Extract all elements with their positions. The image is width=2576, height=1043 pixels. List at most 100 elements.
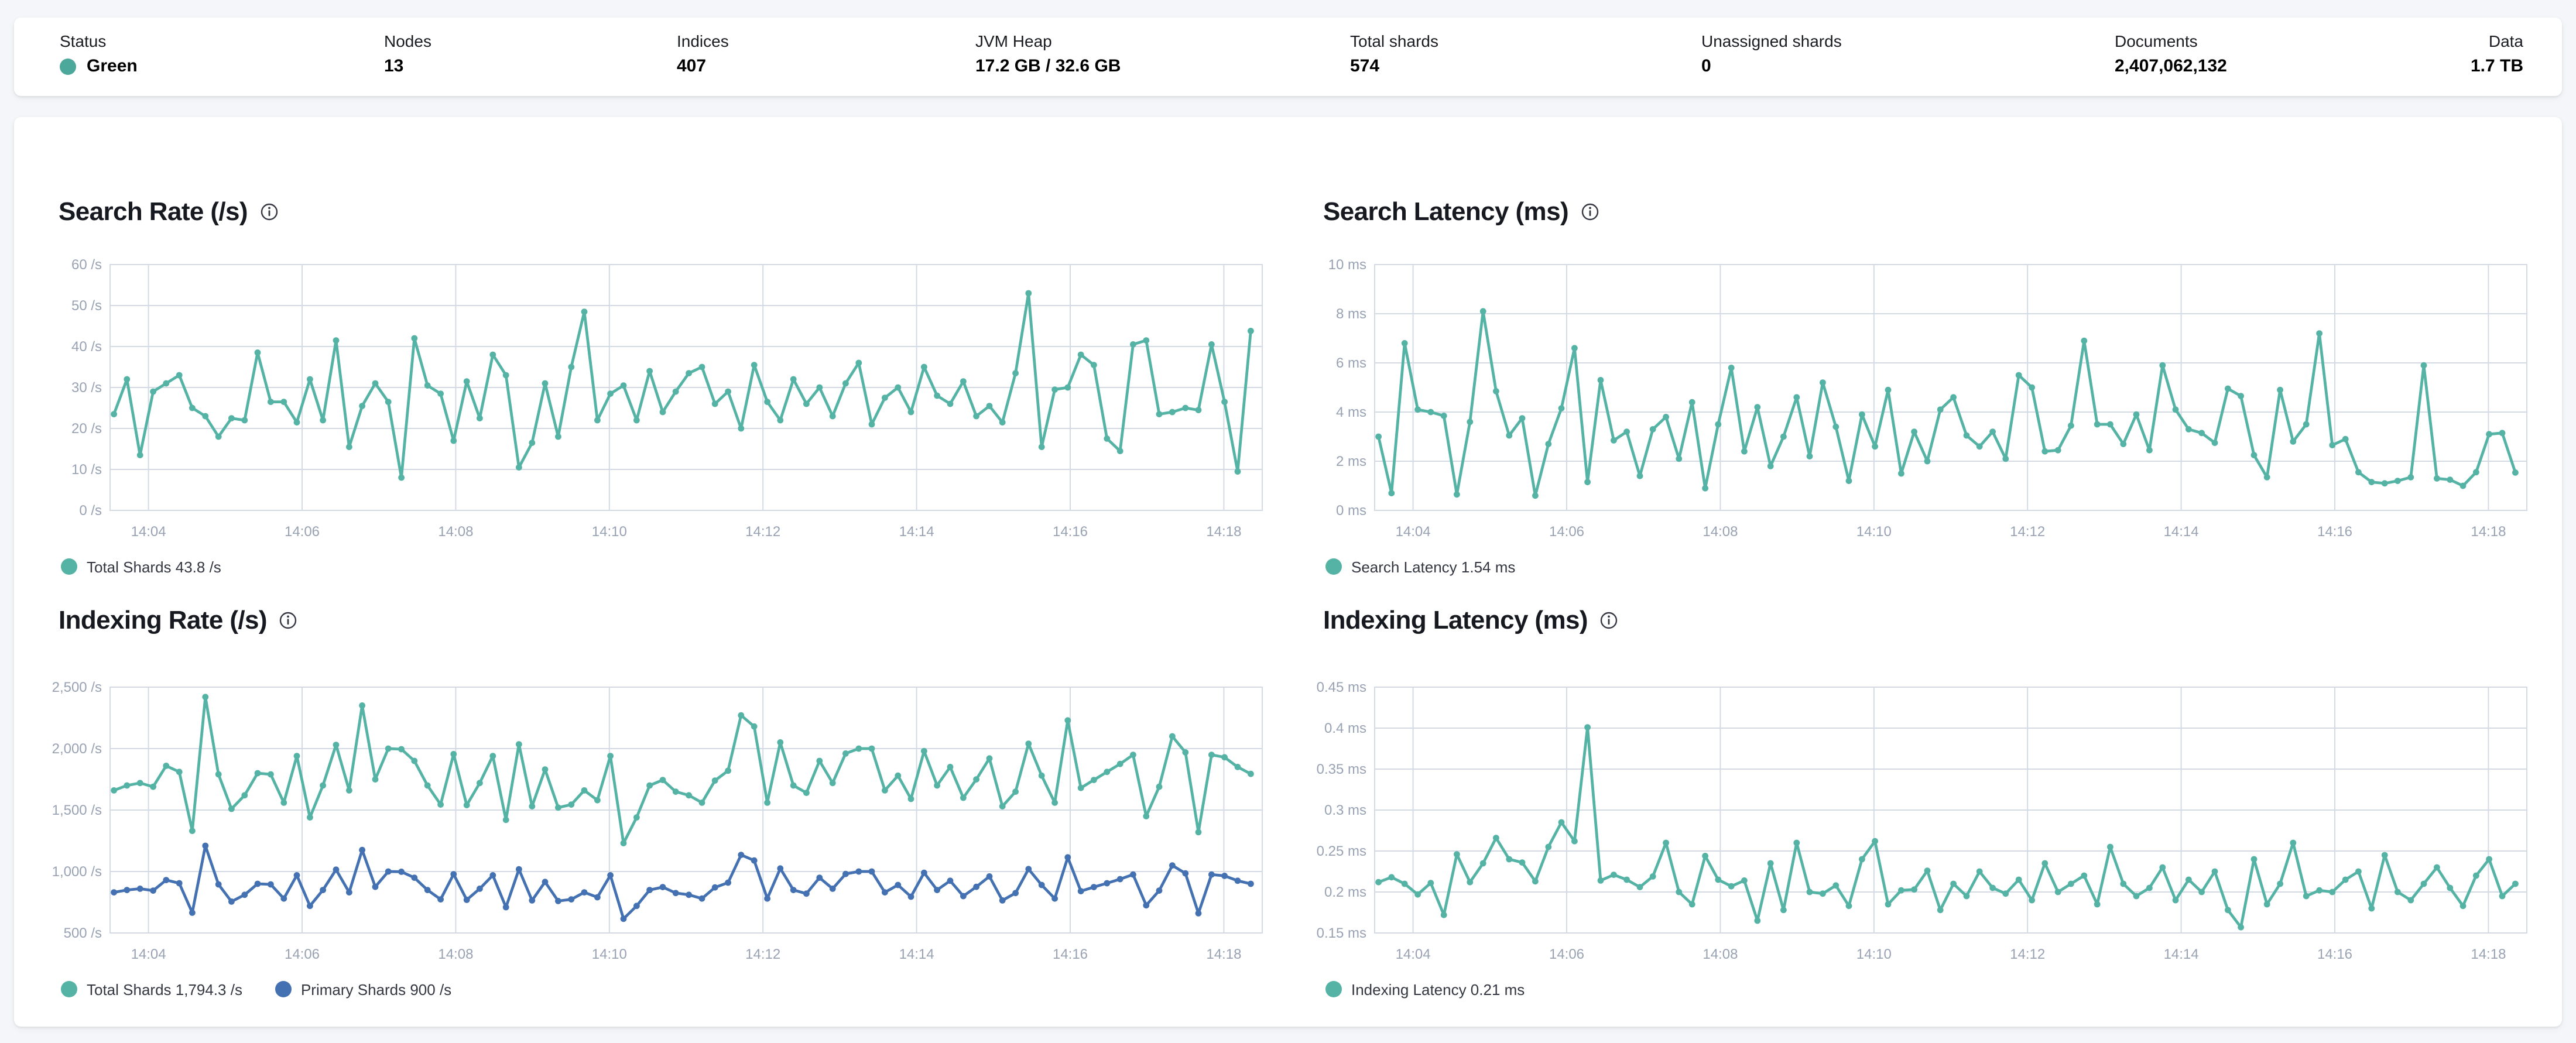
legend-series-dot [1325,558,1342,575]
svg-text:0 ms: 0 ms [1336,503,1366,519]
legend-label: Search Latency 1.54 ms [1351,558,1516,575]
health-status-dot [60,59,76,75]
stat-value: 2,407,062,132 [2115,56,2227,76]
svg-text:1,000 /s: 1,000 /s [52,864,102,880]
stat-value: 17.2 GB / 32.6 GB [975,56,1121,76]
chart-legend: Indexing Latency 0.21 ms [1307,975,2529,1003]
legend-item[interactable]: Total Shards 43.8 /s [61,558,221,575]
legend-series-dot [275,981,292,997]
search-latency-chart: Search Latency (ms) 0 ms 2 ms 4 ms 6 ms 8 ms… [1307,194,2529,581]
svg-text:0.45 ms: 0.45 ms [1317,680,1366,695]
legend-item[interactable]: Total Shards 1,794.3 /s [61,980,242,998]
svg-text:14:04: 14:04 [1396,524,1431,540]
svg-text:14:08: 14:08 [1703,524,1738,540]
stat-label: Documents [2115,32,2198,50]
info-icon[interactable] [279,611,297,630]
svg-text:2,500 /s: 2,500 /s [52,680,102,695]
legend-series-dot [1325,981,1342,997]
stat-label: Indices [677,32,729,50]
svg-text:8 ms: 8 ms [1336,306,1366,322]
svg-text:0.3 ms: 0.3 ms [1324,802,1366,818]
svg-text:14:10: 14:10 [1856,524,1892,540]
svg-text:14:18: 14:18 [1206,524,1241,540]
stat-value: 574 [1350,56,1380,76]
svg-text:0 /s: 0 /s [79,503,102,519]
svg-text:14:08: 14:08 [438,524,473,540]
svg-text:6 ms: 6 ms [1336,355,1366,371]
svg-text:14:18: 14:18 [1206,946,1241,962]
svg-text:14:04: 14:04 [131,946,166,962]
indexing-latency-plot[interactable]: 0.15 ms 0.2 ms 0.25 ms 0.3 ms 0.35 ms 0.4 ms 0… [1307,678,2529,968]
indexing-latency-chart: Indexing Latency (ms) 0.15 ms 0.2 ms 0.25 … [1307,603,2529,1003]
indexing-rate-chart: Indexing Rate (/s) 500 /s 1,000 /s 1,500 /… [42,603,1265,1003]
svg-text:0.25 ms: 0.25 ms [1317,843,1366,859]
legend-item[interactable]: Indexing Latency 0.21 ms [1325,980,1525,998]
svg-text:14:06: 14:06 [1549,524,1584,540]
svg-text:14:16: 14:16 [1053,524,1088,540]
legend-series-dot [61,981,77,997]
svg-text:14:14: 14:14 [2164,524,2199,540]
svg-text:14:18: 14:18 [2471,524,2506,540]
info-icon[interactable] [259,203,278,221]
svg-text:30 /s: 30 /s [71,380,102,396]
svg-text:60 /s: 60 /s [71,257,102,273]
stat-nodes: Nodes 13 [384,32,431,77]
svg-text:14:16: 14:16 [2317,524,2352,540]
chart-title: Indexing Rate (/s) [59,605,268,634]
cluster-status-bar: Status Green Nodes 13 Indices 407 JVM He… [14,18,2562,96]
svg-text:14:12: 14:12 [2010,524,2045,540]
stat-label: Total shards [1350,32,1438,50]
svg-text:20 /s: 20 /s [71,421,102,437]
legend-item[interactable]: Search Latency 1.54 ms [1325,558,1515,575]
svg-text:14:14: 14:14 [899,946,934,962]
stat-label: JVM Heap [975,32,1052,50]
chart-title: Search Rate (/s) [59,197,248,226]
svg-text:500 /s: 500 /s [64,925,102,941]
svg-text:14:06: 14:06 [285,946,320,962]
chart-title: Indexing Latency (ms) [1323,605,1588,634]
metrics-panel: Search Rate (/s) 0 /s 10 /s 20 /s 30 /s 40 /… [14,117,2562,1027]
svg-text:10 ms: 10 ms [1328,257,1366,273]
stat-value: 1.7 TB [2470,56,2523,76]
stat-documents: Documents 2,407,062,132 [2115,32,2227,77]
stat-label: Unassigned shards [1701,32,1842,50]
search-latency-plot[interactable]: 0 ms 2 ms 4 ms 6 ms 8 ms 10 ms 14:04 14:06 14:08… [1307,255,2529,545]
svg-text:2 ms: 2 ms [1336,454,1366,469]
svg-text:0.35 ms: 0.35 ms [1317,761,1366,777]
stat-value: Green [87,56,138,76]
info-icon[interactable] [1580,203,1599,221]
svg-text:14:18: 14:18 [2471,946,2506,962]
svg-text:14:14: 14:14 [2164,946,2199,962]
stat-status: Status Green [60,32,138,77]
chart-title: Search Latency (ms) [1323,197,1569,226]
svg-text:14:04: 14:04 [131,524,166,540]
legend-series-dot [61,558,77,575]
svg-text:2,000 /s: 2,000 /s [52,741,102,757]
stat-jvm-heap: JVM Heap 17.2 GB / 32.6 GB [975,32,1121,77]
svg-text:0.15 ms: 0.15 ms [1317,925,1366,941]
svg-text:14:04: 14:04 [1396,946,1431,962]
info-icon[interactable] [1599,611,1618,630]
svg-text:10 /s: 10 /s [71,462,102,478]
svg-text:14:12: 14:12 [745,946,780,962]
svg-text:14:10: 14:10 [592,946,627,962]
legend-item[interactable]: Primary Shards 900 /s [275,980,451,998]
svg-text:14:10: 14:10 [1856,946,1892,962]
stat-label: Data [2488,32,2523,50]
legend-label: Total Shards 1,794.3 /s [87,980,242,998]
search-rate-plot[interactable]: 0 /s 10 /s 20 /s 30 /s 40 /s 50 /s 60 /s 14:04 1… [42,255,1265,545]
svg-text:14:08: 14:08 [1703,946,1738,962]
stat-total-shards: Total shards 574 [1350,32,1438,77]
legend-label: Total Shards 43.8 /s [87,558,221,575]
svg-text:0.4 ms: 0.4 ms [1324,721,1366,736]
stat-unassigned-shards: Unassigned shards 0 [1701,32,1842,77]
svg-text:0.2 ms: 0.2 ms [1324,884,1366,900]
indexing-rate-plot[interactable]: 500 /s 1,000 /s 1,500 /s 2,000 /s 2,500 /s 14… [42,678,1265,968]
svg-text:14:08: 14:08 [438,946,473,962]
stat-indices: Indices 407 [677,32,729,77]
svg-text:14:12: 14:12 [745,524,780,540]
stat-value: 13 [384,56,404,76]
chart-legend: Total Shards 43.8 /s [42,553,1265,581]
svg-text:14:12: 14:12 [2010,946,2045,962]
